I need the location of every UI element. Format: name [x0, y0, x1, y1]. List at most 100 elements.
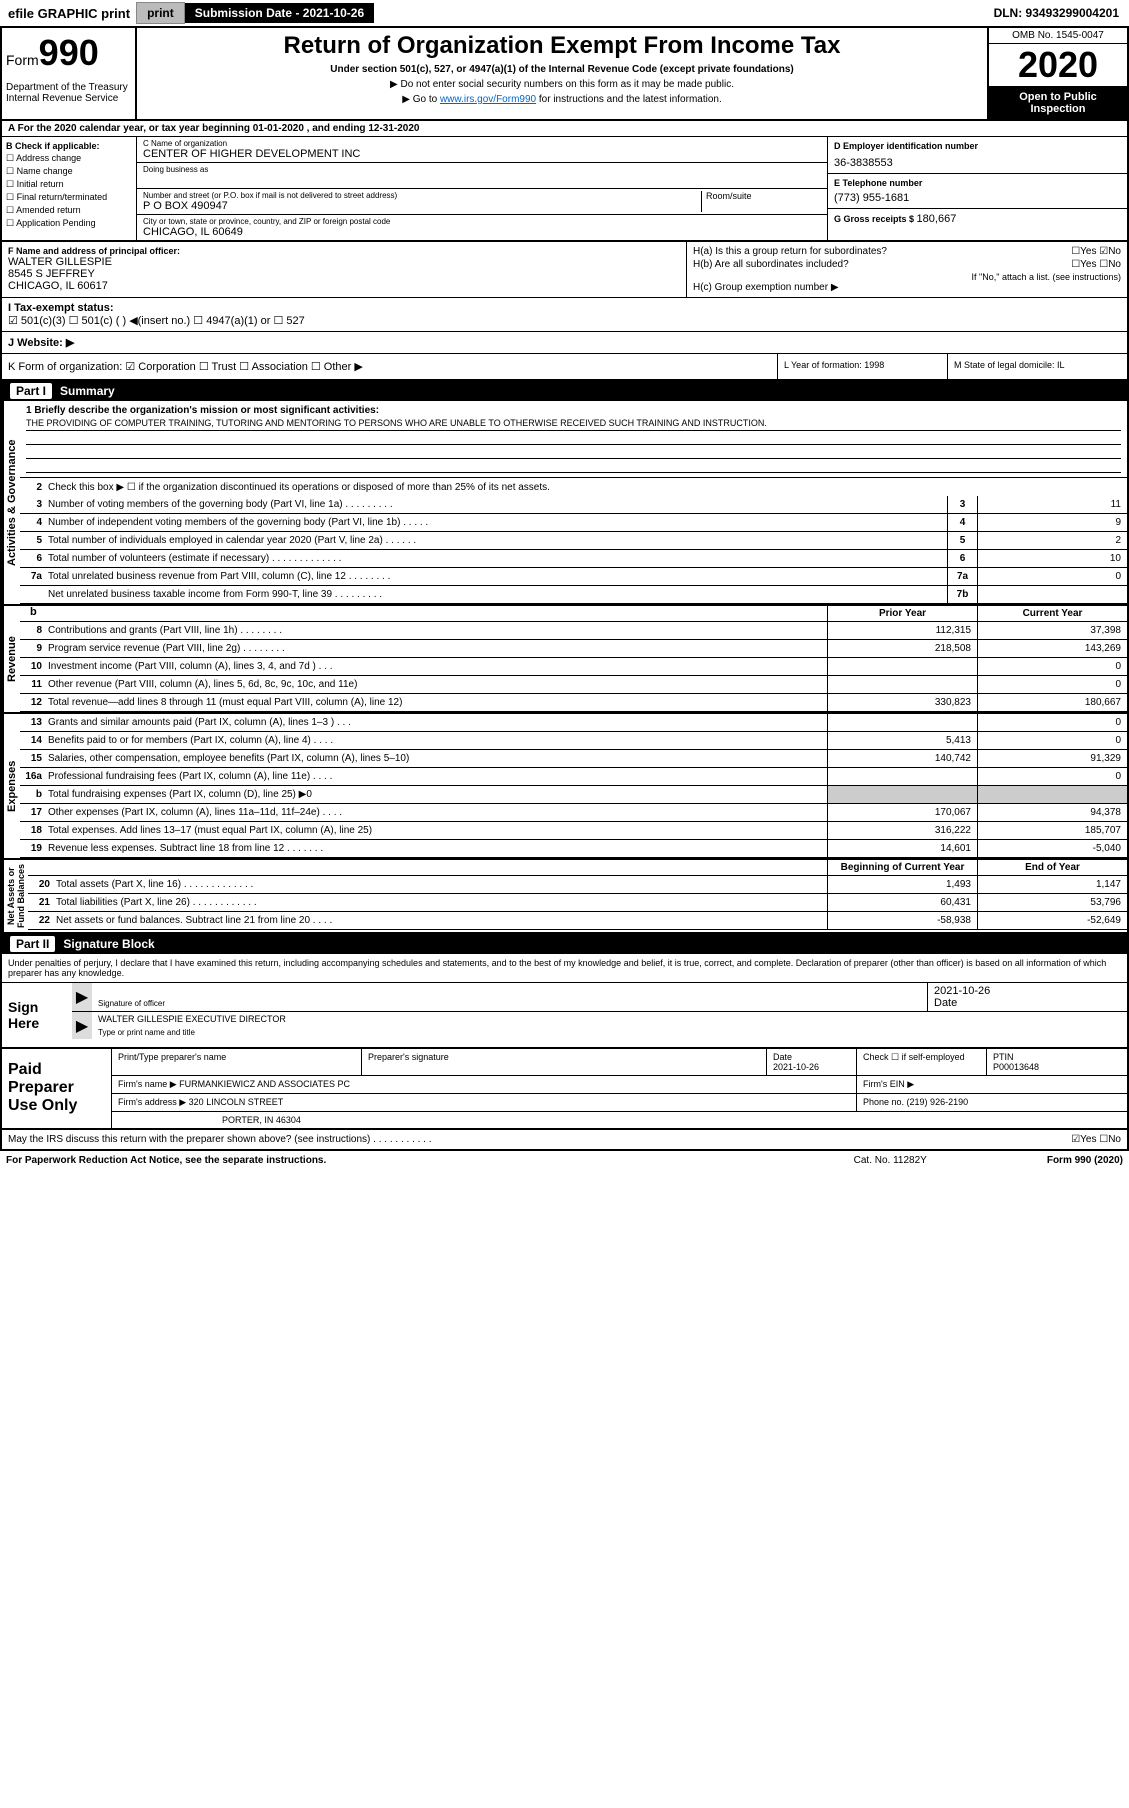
q2-text[interactable]: Check this box ▶ ☐ if the organization d… — [48, 480, 1127, 495]
prep-self-employed[interactable]: Check ☐ if self-employed — [857, 1049, 987, 1075]
preparer-block: Paid Preparer Use Only Print/Type prepar… — [2, 1049, 1127, 1130]
firm-phone: (219) 926-2190 — [907, 1097, 969, 1107]
sign-here-block: Sign Here ▶ Signature of officer 2021-10… — [2, 983, 1127, 1049]
row-i-status: I Tax-exempt status: ☑ 501(c)(3) ☐ 501(c… — [2, 298, 1127, 331]
cb-name[interactable]: ☐ Name change — [6, 166, 132, 177]
sig-date-label: Date — [934, 997, 1121, 1009]
discuss-text: May the IRS discuss this return with the… — [8, 1134, 1071, 1145]
form-ref: Form 990 (2020) — [1047, 1155, 1123, 1166]
data-line: 13 Grants and similar amounts paid (Part… — [20, 714, 1127, 732]
data-line: 10 Investment income (Part VIII, column … — [20, 658, 1127, 676]
exp-section: Expenses 13 Grants and similar amounts p… — [2, 712, 1127, 858]
col-c-org: C Name of organization CENTER OF HIGHER … — [137, 137, 827, 240]
row-a-period: A For the 2020 calendar year, or tax yea… — [2, 121, 1127, 137]
irs-link[interactable]: www.irs.gov/Form990 — [440, 94, 536, 105]
hb-note: If "No," attach a list. (see instruction… — [693, 272, 1121, 282]
prior-year-header: Prior Year — [827, 606, 977, 621]
cb-initial[interactable]: ☐ Initial return — [6, 179, 132, 190]
officer-printed: WALTER GILLESPIE EXECUTIVE DIRECTOR — [98, 1014, 1121, 1028]
firm-addr2: PORTER, IN 46304 — [112, 1112, 1127, 1128]
hb-answer[interactable]: ☐Yes ☐No — [1071, 259, 1121, 270]
rev-section: Revenue b Prior Year Current Year 8 Cont… — [2, 604, 1127, 712]
officer-signature[interactable] — [98, 985, 921, 999]
page-footer: For Paperwork Reduction Act Notice, see … — [0, 1151, 1129, 1170]
data-line: 17 Other expenses (Part IX, column (A), … — [20, 804, 1127, 822]
submission-date: Submission Date - 2021-10-26 — [185, 3, 374, 23]
form-subtitle: Under section 501(c), 527, or 4947(a)(1)… — [145, 64, 979, 75]
gov-line: 4 Number of independent voting members o… — [20, 514, 1127, 532]
city-label: City or town, state or province, country… — [143, 217, 821, 226]
gross-value: 180,667 — [917, 213, 957, 225]
current-year-header: Current Year — [977, 606, 1127, 621]
form-org-type[interactable]: K Form of organization: ☑ Corporation ☐ … — [2, 354, 777, 379]
website-row: J Website: ▶ — [2, 332, 1127, 353]
cb-pending[interactable]: ☐ Application Pending — [6, 218, 132, 229]
addr-label: Number and street (or P.O. box if mail i… — [143, 191, 701, 200]
gov-line: 6 Total number of volunteers (estimate i… — [20, 550, 1127, 568]
data-line: 16a Professional fundraising fees (Part … — [20, 768, 1127, 786]
officer-city: CHICAGO, IL 60617 — [8, 280, 680, 292]
efile-label: efile GRAPHIC print — [2, 4, 136, 23]
net-col-headers: Beginning of Current Year End of Year — [28, 860, 1127, 876]
firm-phone-label: Phone no. — [863, 1097, 907, 1107]
print-button[interactable]: print — [136, 2, 185, 24]
part1-header: Part ISummary — [2, 381, 1127, 401]
section-klm: K Form of organization: ☑ Corporation ☐ … — [2, 354, 1127, 381]
tax-status-label: I Tax-exempt status: — [8, 302, 114, 314]
data-line: 21 Total liabilities (Part X, line 26) .… — [28, 894, 1127, 912]
cb-amended[interactable]: ☐ Amended return — [6, 205, 132, 216]
form-container: Form990 Department of the Treasury Inter… — [0, 26, 1129, 1151]
cb-final[interactable]: ☐ Final return/terminated — [6, 192, 132, 203]
sig-date: 2021-10-26 — [934, 985, 1121, 997]
col-b-header: B Check if applicable: — [6, 141, 132, 151]
header-left: Form990 Department of the Treasury Inter… — [2, 28, 137, 119]
dba-label: Doing business as — [143, 165, 821, 174]
department: Department of the Treasury Internal Reve… — [6, 82, 131, 104]
begin-year-header: Beginning of Current Year — [827, 860, 977, 875]
col-deg: D Employer identification number 36-3838… — [827, 137, 1127, 240]
paid-preparer-label: Paid Preparer Use Only — [2, 1049, 112, 1128]
end-year-header: End of Year — [977, 860, 1127, 875]
data-line: b Total fundraising expenses (Part IX, c… — [20, 786, 1127, 804]
paperwork-notice: For Paperwork Reduction Act Notice, see … — [6, 1155, 854, 1166]
mission-blank3 — [26, 459, 1121, 473]
officer-name: WALTER GILLESPIE — [8, 256, 680, 268]
omb-number: OMB No. 1545-0047 — [989, 28, 1127, 44]
form-title: Return of Organization Exempt From Incom… — [145, 32, 979, 60]
data-line: 11 Other revenue (Part VIII, column (A),… — [20, 676, 1127, 694]
section-ij: I Tax-exempt status: ☑ 501(c)(3) ☐ 501(c… — [2, 298, 1127, 332]
form-header: Form990 Department of the Treasury Inter… — [2, 28, 1127, 121]
open-public: Open to Public Inspection — [989, 87, 1127, 119]
prep-date: 2021-10-26 — [773, 1062, 850, 1072]
part2-header: Part IISignature Block — [2, 932, 1127, 954]
prep-name-label: Print/Type preparer's name — [118, 1052, 355, 1062]
year-formation: L Year of formation: 1998 — [777, 354, 947, 379]
city-value: CHICAGO, IL 60649 — [143, 226, 821, 238]
vert-expenses: Expenses — [2, 714, 20, 858]
ha-label: H(a) Is this a group return for subordin… — [693, 246, 887, 257]
gov-line: 7a Total unrelated business revenue from… — [20, 568, 1127, 586]
firm-name: FURMANKIEWICZ AND ASSOCIATES PC — [179, 1079, 350, 1089]
header-center: Return of Organization Exempt From Incom… — [137, 28, 987, 119]
cb-address[interactable]: ☐ Address change — [6, 153, 132, 164]
ha-answer[interactable]: ☐Yes ☑No — [1071, 246, 1121, 257]
arrow-icon: ▶ — [72, 1012, 92, 1039]
room-label: Room/suite — [701, 191, 821, 212]
gov-line: Net unrelated business taxable income fr… — [20, 586, 1127, 604]
sig-label: Signature of officer — [98, 999, 921, 1008]
col-b-checkboxes: B Check if applicable: ☐ Address change … — [2, 137, 137, 240]
tax-year: 2020 — [989, 44, 1127, 87]
col-h-group: H(a) Is this a group return for subordin… — [687, 242, 1127, 297]
header-right: OMB No. 1545-0047 2020 Open to Public In… — [987, 28, 1127, 119]
section-fh: F Name and address of principal officer:… — [2, 242, 1127, 298]
discuss-answer[interactable]: ☑Yes ☐No — [1071, 1134, 1121, 1145]
data-line: 14 Benefits paid to or for members (Part… — [20, 732, 1127, 750]
form-number: 990 — [39, 32, 99, 73]
data-line: 22 Net assets or fund balances. Subtract… — [28, 912, 1127, 930]
prep-sig-label: Preparer's signature — [368, 1052, 760, 1062]
tax-status-opts[interactable]: ☑ 501(c)(3) ☐ 501(c) ( ) ◀(insert no.) ☐… — [8, 315, 305, 327]
note-link: ▶ Go to www.irs.gov/Form990 for instruct… — [145, 94, 979, 105]
firm-addr-label: Firm's address ▶ — [118, 1097, 186, 1107]
sig-intro: Under penalties of perjury, I declare th… — [2, 954, 1127, 983]
org-name: CENTER OF HIGHER DEVELOPMENT INC — [143, 148, 821, 160]
